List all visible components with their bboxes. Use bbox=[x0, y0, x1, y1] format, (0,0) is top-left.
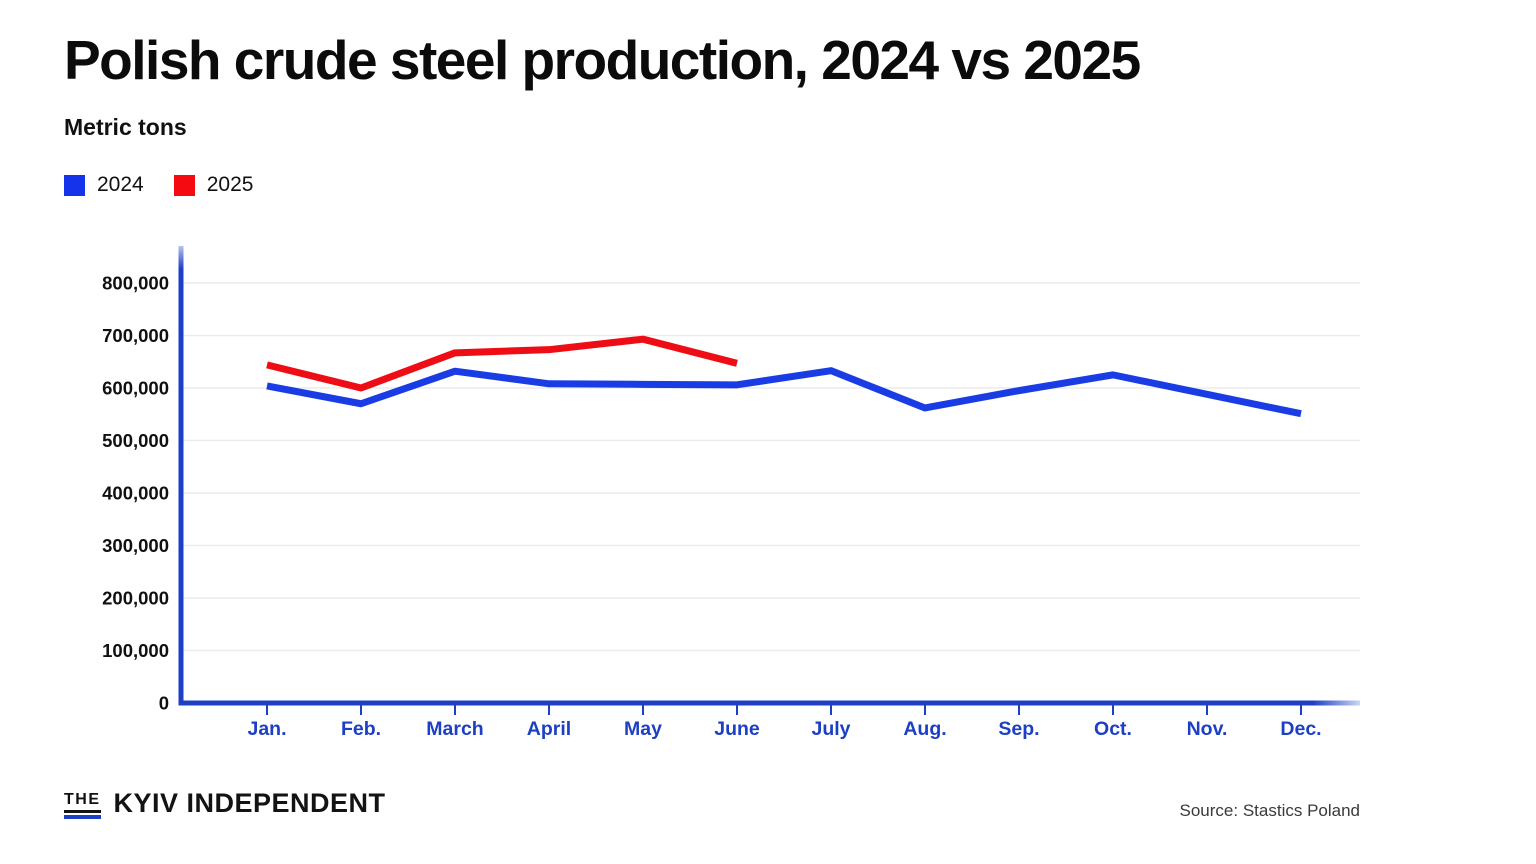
kyiv-independent-logo: THE KYIV INDEPENDENT bbox=[64, 788, 386, 819]
x-tick-label: March bbox=[426, 718, 483, 740]
legend-item-2025: 2025 bbox=[173, 173, 254, 197]
chart-legend: 2024 2025 bbox=[64, 173, 253, 197]
line-chart: Jan. Feb. March April May June July Aug. Sep. Oct… bbox=[0, 246, 1420, 746]
y-axis-line bbox=[178, 246, 184, 706]
y-tick-label: 300,000 bbox=[102, 535, 169, 556]
logo-the-text: THE bbox=[64, 791, 101, 813]
logo-blue-underline bbox=[64, 815, 101, 819]
logo-the-block: THE bbox=[64, 791, 101, 819]
legend-label-2024: 2024 bbox=[97, 173, 144, 196]
series-line-2025 bbox=[266, 335, 738, 392]
series-line-2024 bbox=[266, 367, 1302, 418]
x-tick-label: June bbox=[714, 718, 760, 740]
page-title: Polish crude steel production, 2024 vs 2… bbox=[64, 29, 1141, 91]
x-axis-line bbox=[178, 700, 1360, 706]
x-tick-label: May bbox=[624, 718, 662, 740]
legend-item-2024: 2024 bbox=[64, 173, 144, 197]
x-tick-label: Jan. bbox=[247, 718, 286, 740]
legend-swatch-2024 bbox=[64, 174, 85, 196]
x-tick-label: Sep. bbox=[998, 718, 1039, 740]
legend-label-2025: 2025 bbox=[206, 173, 254, 196]
chart-units-label: Metric tons bbox=[64, 114, 187, 140]
line-chart-canvas: Jan. Feb. March April May June July Aug. Sep. Oct… bbox=[102, 246, 1360, 740]
legend-swatch-2025 bbox=[173, 174, 195, 196]
y-tick-label: 200,000 bbox=[102, 588, 169, 609]
x-tick-label: Dec. bbox=[1280, 718, 1321, 740]
y-tick-label: 800,000 bbox=[102, 273, 169, 294]
y-tick-label: 100,000 bbox=[102, 640, 169, 661]
y-tick-label: 700,000 bbox=[102, 325, 169, 346]
x-tick-label: April bbox=[527, 718, 571, 740]
y-tick-label: 600,000 bbox=[102, 378, 169, 399]
logo-name-text: KYIV INDEPENDENT bbox=[113, 788, 386, 818]
y-tick-label: 0 bbox=[159, 693, 169, 714]
source-attribution: Source: Stastics Poland bbox=[1179, 801, 1360, 820]
y-tick-label: 500,000 bbox=[102, 430, 169, 451]
x-tick-label: Oct. bbox=[1094, 718, 1132, 740]
x-tick-label: Feb. bbox=[341, 718, 381, 740]
y-tick-label: 400,000 bbox=[102, 483, 169, 504]
x-tick-label: Nov. bbox=[1187, 718, 1228, 740]
x-tick-label: Aug. bbox=[903, 718, 946, 740]
x-tick-label: July bbox=[811, 718, 850, 740]
